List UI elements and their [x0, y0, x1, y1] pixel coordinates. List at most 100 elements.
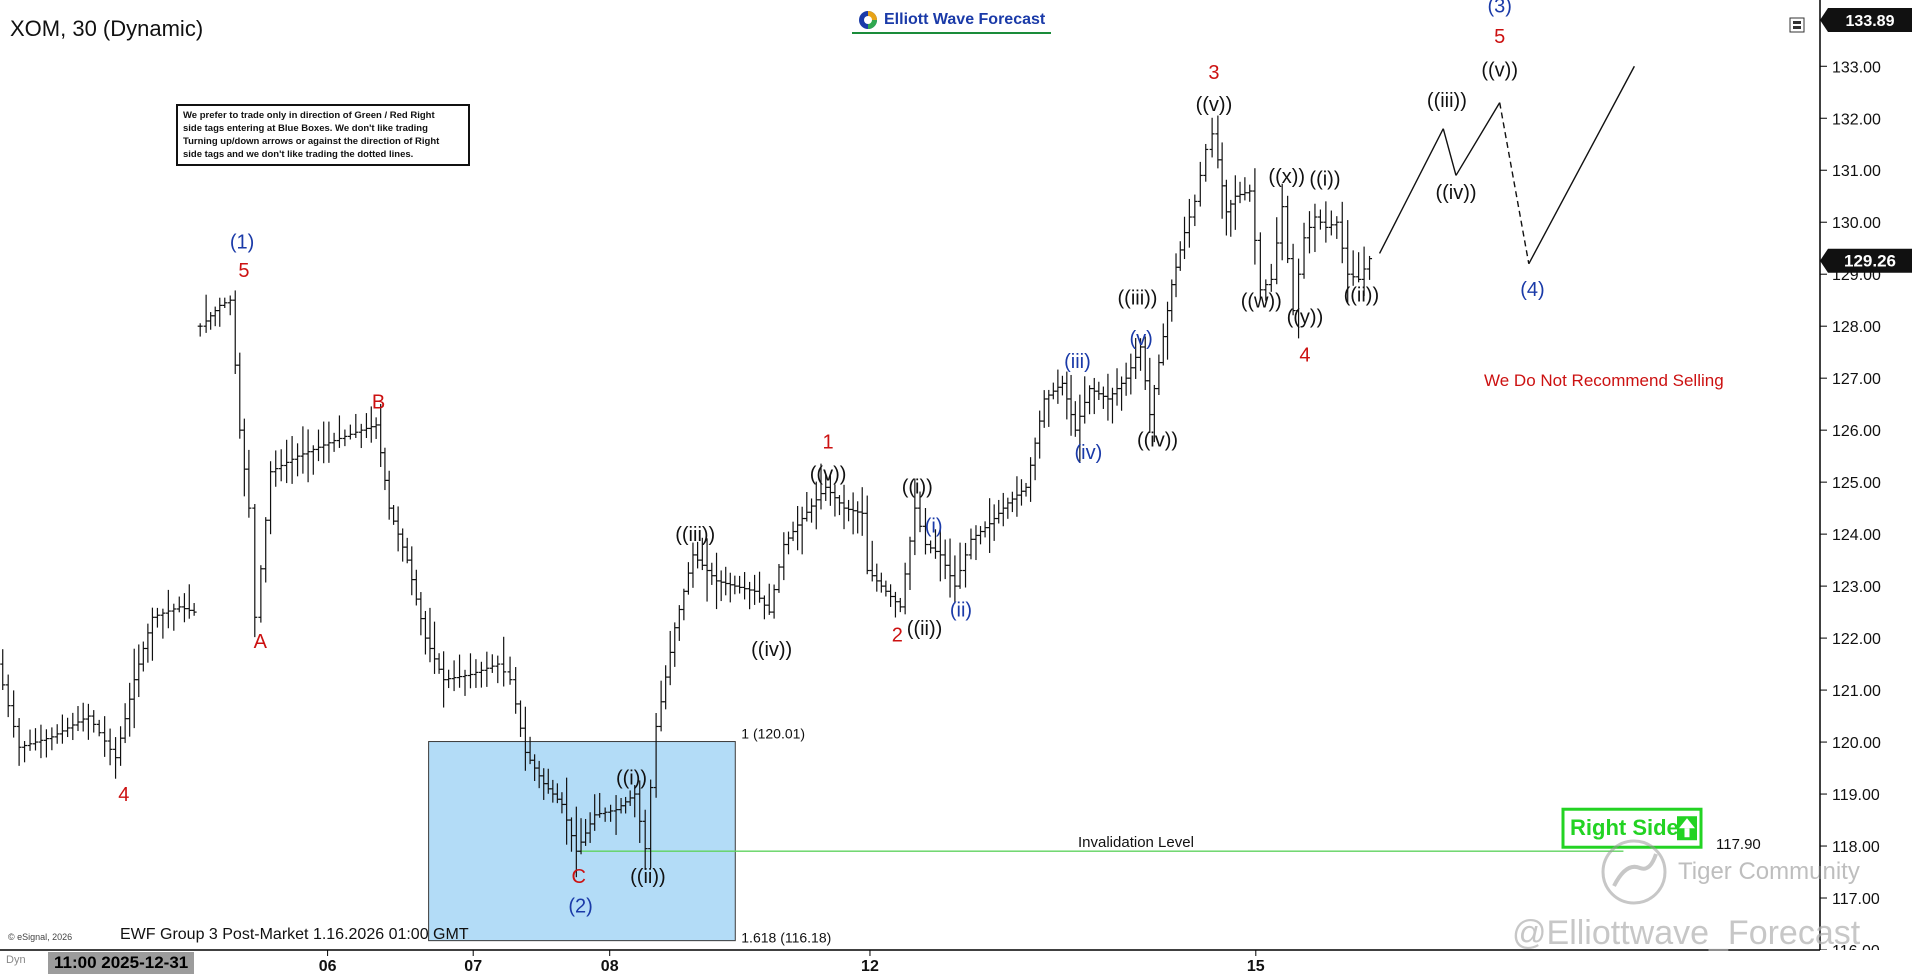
price-bar: [937, 529, 943, 582]
price-bar: [217, 297, 223, 327]
x-tick-label: 06: [319, 958, 337, 975]
price-bar: [1345, 220, 1351, 304]
price-bar: [757, 571, 763, 603]
price-bar: [489, 654, 495, 673]
projection-segment: [1498, 102, 1530, 264]
wave-label: 5: [1494, 26, 1505, 48]
tiger-logo-icon: [1601, 839, 1667, 905]
price-bar: [484, 651, 490, 687]
price-bar: [922, 508, 928, 555]
price-bar: [602, 807, 608, 822]
wave-label: (ii): [950, 600, 972, 622]
recommendation-text: We Do Not Recommend Selling: [1484, 371, 1724, 390]
price-bar: [1361, 246, 1367, 297]
price-bar: [1296, 258, 1302, 339]
price-bar: [968, 528, 974, 560]
price-bar: [91, 710, 97, 733]
price-bar: [252, 504, 258, 638]
price-bar: [1087, 385, 1093, 415]
wave-label: 2: [892, 624, 903, 646]
price-bar: [823, 473, 829, 501]
price-bar: [1209, 117, 1215, 158]
price-bar: [637, 780, 643, 843]
wave-label: ((ii)): [907, 618, 943, 640]
price-bar: [176, 596, 182, 613]
price-bar: [1237, 181, 1243, 204]
price-bar: [804, 492, 810, 522]
price-bar: [246, 449, 252, 518]
price-bar: [912, 478, 918, 556]
wave-label: (iv): [1074, 442, 1102, 464]
price-bar: [305, 429, 311, 483]
price-bar: [737, 575, 743, 594]
wave-label: 3: [1208, 62, 1219, 84]
price-bar: [1252, 168, 1258, 265]
fib-label-top: 1 (120.01): [741, 726, 805, 742]
price-bar: [284, 439, 290, 484]
x-tick-label: 08: [601, 958, 619, 975]
trading-notice: We prefer to trade only in direction of …: [176, 104, 470, 166]
price-bar: [197, 323, 203, 337]
price-bar: [690, 542, 696, 588]
wave-label: ((i)): [1309, 169, 1340, 191]
y-tick-label: 133.00: [1832, 59, 1881, 76]
chart-menu-icon[interactable]: [1789, 17, 1805, 33]
price-bar: [747, 581, 753, 610]
wave-label: (3): [1487, 0, 1511, 17]
price-bar: [695, 541, 701, 569]
price-bar: [518, 700, 524, 737]
price-bar: [1247, 184, 1253, 202]
price-bar: [331, 432, 337, 452]
price-bar: [942, 539, 948, 580]
price-bar: [27, 729, 33, 751]
price-bar: [1274, 217, 1280, 285]
up-arrow-icon: [1677, 816, 1697, 841]
invalidation-layer: Invalidation Level 117.90: [578, 834, 1761, 853]
price-bar: [1312, 203, 1318, 253]
wave-label: B: [372, 392, 385, 414]
price-bar: [809, 498, 815, 523]
wave-label: 4: [118, 784, 129, 806]
wave-label: ((iv)): [1435, 182, 1476, 204]
price-bar: [653, 713, 659, 798]
x-tick-label: 12: [861, 958, 879, 975]
price-bar: [1350, 250, 1356, 286]
price-bar: [1356, 252, 1362, 283]
price-bar: [70, 712, 76, 741]
price-bar: [107, 728, 113, 766]
price-bar: [16, 718, 22, 766]
wave-label: (i): [925, 515, 943, 537]
price-bar: [1334, 216, 1340, 239]
y-tick-label: 121.00: [1832, 683, 1881, 700]
y-tick-label: 122.00: [1832, 631, 1881, 648]
price-bar: [568, 817, 574, 852]
price-bar: [171, 603, 177, 631]
cursor-date[interactable]: 11:00 2025-12-31: [48, 952, 195, 974]
price-bar: [165, 589, 171, 629]
y-tick-label: 117.00: [1832, 891, 1880, 908]
y-tick-label: 126.00: [1832, 423, 1881, 440]
top-price-text: 133.89: [1846, 13, 1895, 30]
wave-label: ((v)): [1481, 59, 1518, 81]
price-bar: [273, 450, 279, 487]
price-bar: [65, 717, 71, 738]
y-tick-label: 124.00: [1832, 527, 1881, 544]
price-bar: [1138, 338, 1144, 371]
price-bar: [353, 413, 359, 438]
price-bar: [559, 792, 565, 814]
price-bar: [113, 737, 119, 779]
price-bar: [149, 607, 155, 661]
price-bar: [1123, 362, 1129, 396]
wave-label: (v): [1129, 328, 1152, 350]
price-bar: [191, 603, 197, 616]
last-price-text: 129.26: [1844, 252, 1896, 271]
wave-label: ((ii)): [1344, 284, 1380, 306]
price-bar: [310, 445, 316, 475]
price-bar: [300, 426, 306, 474]
price-bar: [96, 719, 102, 737]
price-bar: [1077, 394, 1083, 462]
price-bar: [446, 669, 452, 689]
price-bar: [1082, 376, 1088, 424]
price-bar: [709, 562, 715, 585]
